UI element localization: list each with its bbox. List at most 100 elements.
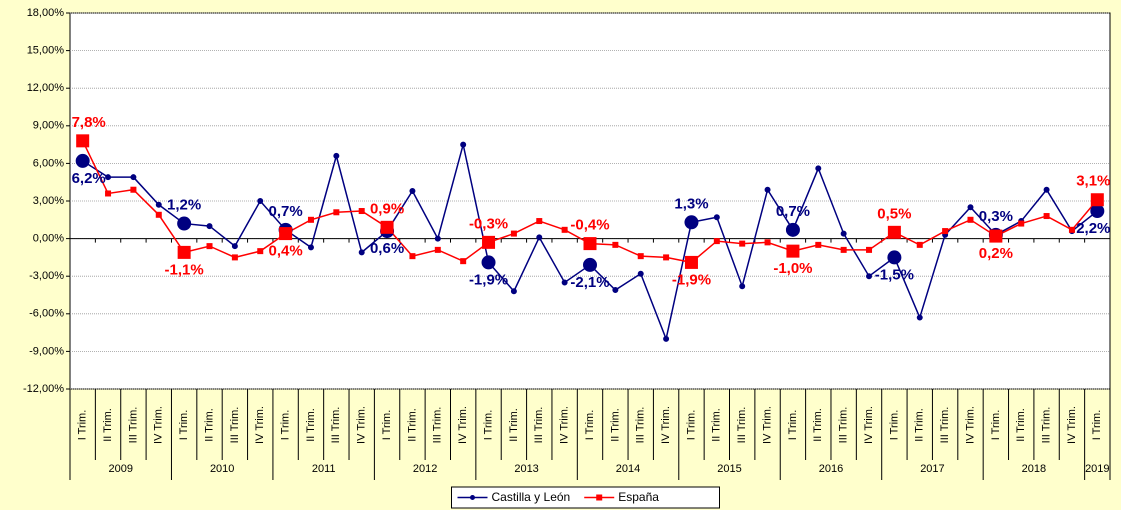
point <box>155 211 162 218</box>
point <box>739 283 746 290</box>
x-tick-label: II Trim. <box>1015 408 1027 442</box>
x-tick-label: I Trim. <box>381 410 393 441</box>
year-label: 2012 <box>413 463 437 475</box>
point <box>257 198 264 204</box>
year-label: 2018 <box>1022 463 1046 475</box>
y-tick-label: 0,00% <box>33 233 64 245</box>
x-tick-label: II Trim. <box>203 408 215 442</box>
point <box>130 186 137 193</box>
point <box>583 257 597 272</box>
data-label: 0,7% <box>776 203 810 220</box>
point <box>177 216 192 231</box>
year-label: 2011 <box>312 463 336 475</box>
data-label: 0,9% <box>370 200 404 217</box>
x-tick-label: III Trim. <box>432 407 444 444</box>
data-label: -1,5% <box>875 266 914 283</box>
data-label: -1,9% <box>672 271 711 288</box>
x-tick-label: IV Trim. <box>761 406 773 444</box>
legend-label: España <box>618 490 659 504</box>
point <box>916 314 923 321</box>
x-tick-label: I Trim. <box>990 410 1002 441</box>
y-tick-label: 15,00% <box>27 45 65 57</box>
y-tick-label: 3,00% <box>33 195 64 207</box>
x-tick-label: III Trim. <box>533 407 545 444</box>
year-label: 2013 <box>514 463 538 475</box>
point <box>840 246 847 253</box>
point <box>434 246 441 253</box>
point <box>177 245 191 259</box>
data-label: 2,2% <box>1076 220 1110 237</box>
point <box>105 190 112 197</box>
legend-marker <box>470 495 475 500</box>
x-tick-label: I Trim. <box>178 410 190 441</box>
point <box>713 214 720 221</box>
x-tick-label: III Trim. <box>229 407 241 444</box>
x-tick-label: IV Trim. <box>559 406 571 444</box>
point <box>684 255 698 269</box>
point <box>510 288 517 295</box>
y-tick-label: -6,00% <box>29 308 64 320</box>
x-tick-label: IV Trim. <box>457 406 469 444</box>
point <box>358 249 365 256</box>
y-tick-label: -12,00% <box>23 383 64 395</box>
point <box>76 134 90 148</box>
x-tick-label: II Trim. <box>102 408 114 442</box>
x-tick-label: II Trim. <box>305 408 317 442</box>
x-tick-label: I Trim. <box>1091 410 1103 441</box>
x-tick-label: I Trim. <box>685 410 697 441</box>
point <box>764 239 771 246</box>
y-tick-label: 9,00% <box>33 120 64 132</box>
point <box>637 270 644 277</box>
point <box>1090 204 1105 219</box>
point <box>684 215 699 230</box>
point <box>887 250 902 265</box>
point <box>279 227 293 241</box>
x-tick-label: III Trim. <box>838 407 850 444</box>
x-tick-label: II Trim. <box>609 408 621 442</box>
x-tick-label: IV Trim. <box>660 406 672 444</box>
data-label: -1,0% <box>773 260 812 277</box>
y-tick-label: 6,00% <box>33 157 64 169</box>
point <box>866 273 873 280</box>
point <box>130 174 137 181</box>
data-label: 0,5% <box>877 205 911 222</box>
y-tick-label: -3,00% <box>29 270 64 282</box>
point <box>75 153 90 168</box>
x-tick-label: II Trim. <box>914 408 926 442</box>
data-label: 0,3% <box>979 208 1013 225</box>
data-label: 1,3% <box>674 195 708 212</box>
point <box>1068 226 1075 233</box>
point <box>815 165 822 172</box>
data-label: -1,1% <box>165 261 204 278</box>
point <box>840 230 847 237</box>
point <box>257 248 264 255</box>
x-tick-label: III Trim. <box>127 407 139 444</box>
year-label: 2017 <box>920 463 944 475</box>
point <box>785 222 800 237</box>
point <box>206 243 213 250</box>
x-tick-label: IV Trim. <box>863 406 875 444</box>
point <box>663 254 670 261</box>
point <box>663 335 670 342</box>
y-tick-label: 12,00% <box>27 82 65 94</box>
x-tick-label: I Trim. <box>787 410 799 441</box>
year-label: 2016 <box>819 463 843 475</box>
point <box>460 258 467 265</box>
point <box>887 225 901 239</box>
data-label: 1,2% <box>167 197 201 214</box>
point <box>916 241 923 248</box>
point <box>481 255 496 270</box>
x-tick-label: IV Trim. <box>356 406 368 444</box>
point <box>713 238 720 245</box>
point <box>206 223 213 230</box>
x-tick-label: I Trim. <box>280 410 292 441</box>
point <box>612 286 619 293</box>
data-label: 6,2% <box>72 170 106 187</box>
year-label: 2019 <box>1085 463 1109 475</box>
point <box>561 226 568 233</box>
point <box>1043 213 1050 220</box>
point <box>510 230 517 237</box>
year-label: 2014 <box>616 463 640 475</box>
point <box>637 253 644 260</box>
